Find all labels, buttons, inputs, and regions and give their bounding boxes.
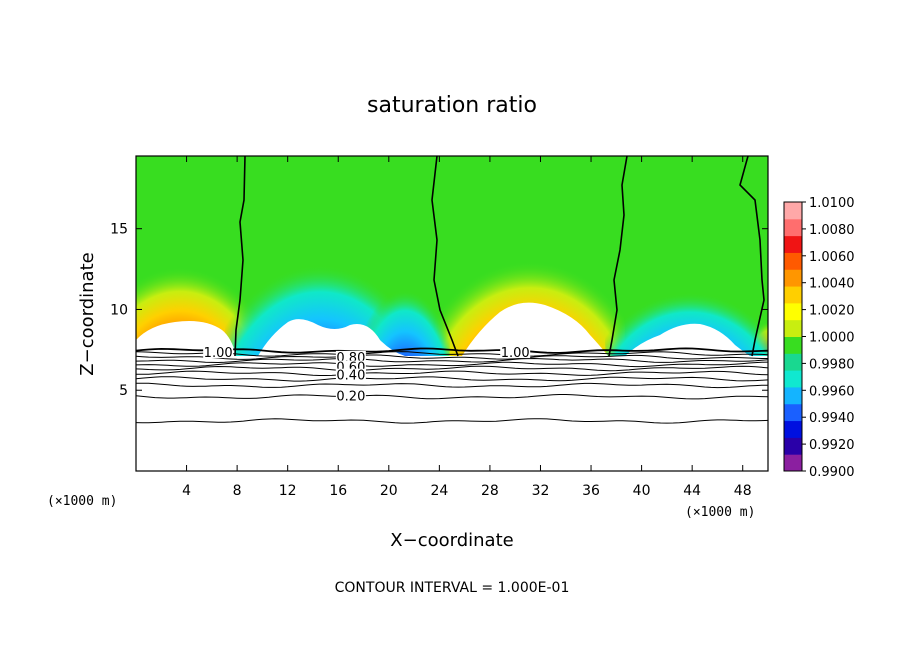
colorbar-swatch bbox=[784, 269, 802, 287]
colorbar-swatch bbox=[784, 403, 802, 422]
x-tick-label: 48 bbox=[734, 483, 752, 499]
colorbar-swatch bbox=[784, 454, 802, 472]
unity-contour-line-1 bbox=[234, 156, 246, 357]
x-axis-ticks: 4 8 12 16 20 24 28 32 36 40 44 48 bbox=[182, 156, 752, 499]
x-tick-label: 16 bbox=[329, 483, 347, 499]
x-tick-label: 4 bbox=[182, 483, 191, 499]
colorbar-swatch bbox=[784, 302, 802, 321]
colorbar-label: 1.0020 bbox=[809, 304, 855, 319]
contour-label: 1.00 bbox=[204, 346, 233, 361]
colorbar-swatch bbox=[784, 386, 802, 405]
masked-region-right bbox=[625, 323, 750, 356]
colorbar-label: 0.9980 bbox=[809, 357, 855, 372]
y-tick-label: 15 bbox=[110, 222, 128, 238]
colorbar-label: 1.0080 bbox=[809, 223, 855, 238]
contour-line bbox=[136, 418, 768, 424]
contour-line bbox=[136, 354, 768, 360]
colorbar-label: 1.0060 bbox=[809, 250, 855, 265]
x-unit-right: (×1000 m) bbox=[685, 505, 755, 520]
contour-label-bg bbox=[203, 346, 234, 359]
contour-line bbox=[136, 357, 768, 364]
x-tick-label: 24 bbox=[430, 483, 448, 499]
colorbar-label: 1.0000 bbox=[809, 331, 855, 346]
contour-line bbox=[136, 394, 768, 400]
lower-contour-lines bbox=[136, 347, 768, 424]
x-tick-label: 28 bbox=[481, 483, 499, 499]
contour-labels: 1.00 1.000.800.600.400.20 bbox=[203, 346, 531, 405]
plot-frame bbox=[135, 155, 769, 472]
x-tick-label: 20 bbox=[380, 483, 398, 499]
colorbar-label: 0.9920 bbox=[809, 438, 855, 453]
colorbar-swatch bbox=[784, 370, 802, 388]
x-tick-label: 44 bbox=[683, 483, 701, 499]
contour-line bbox=[136, 365, 768, 372]
masked-region-center bbox=[462, 302, 608, 356]
unity-contour-line-2 bbox=[431, 156, 459, 357]
contour-line bbox=[136, 376, 768, 382]
colorbar-label: 1.0100 bbox=[809, 196, 855, 211]
contour-interval-note: CONTOUR INTERVAL = 1.000E-01 bbox=[335, 580, 570, 596]
colorbar bbox=[783, 201, 803, 472]
colorbar-swatch bbox=[784, 353, 802, 371]
masked-region-cool-left bbox=[258, 319, 405, 356]
plot-area: 1.00 1.000.800.600.400.20 bbox=[136, 156, 768, 471]
contour-line bbox=[136, 351, 768, 357]
unity-contour-line-3 bbox=[608, 156, 628, 357]
unity-contour-lines bbox=[234, 156, 765, 357]
colorbar-label: 0.9940 bbox=[809, 411, 855, 426]
y-tick-label: 5 bbox=[119, 383, 128, 399]
chart-title: saturation ratio bbox=[367, 93, 537, 118]
colorbar-swatch bbox=[784, 252, 802, 270]
contour-line bbox=[136, 370, 768, 376]
x-tick-label: 36 bbox=[582, 483, 600, 499]
x-tick-label: 32 bbox=[532, 483, 550, 499]
colorbar-swatch bbox=[784, 336, 802, 354]
colorbar-swatch bbox=[784, 286, 802, 304]
colorbar-swatch bbox=[784, 202, 802, 220]
colorbar-swatch bbox=[784, 437, 802, 455]
x-tick-label: 40 bbox=[633, 483, 651, 499]
masked-region-lower bbox=[136, 356, 768, 471]
contour-label: 1.00 bbox=[501, 346, 530, 361]
colorbar-swatch bbox=[784, 319, 802, 337]
contour-label-bg bbox=[500, 346, 531, 359]
colorbar-label: 0.9960 bbox=[809, 384, 855, 399]
contour-label-bg bbox=[335, 350, 366, 363]
colorbar-label: 0.9900 bbox=[809, 465, 855, 480]
x-tick-label: 12 bbox=[279, 483, 297, 499]
contour-line bbox=[136, 382, 768, 389]
x-axis-label: X−coordinate bbox=[390, 530, 513, 551]
y-axis-label: Z−coordinate bbox=[77, 252, 98, 375]
contour-label: 0.20 bbox=[336, 390, 365, 405]
x-tick-label: 8 bbox=[233, 483, 242, 499]
colorbar-swatch bbox=[784, 235, 802, 253]
unity-contour-line-4 bbox=[739, 156, 765, 357]
colorbar-swatch bbox=[784, 218, 802, 237]
colorbar-swatch bbox=[784, 420, 802, 438]
contour-line bbox=[136, 361, 768, 368]
contour-label-bg bbox=[335, 389, 366, 402]
colorbar-labels: 1.0100 1.0080 1.0060 1.0040 1.0020 1.0000 0.99… bbox=[802, 196, 855, 480]
y-axis-ticks: 5 10 15 bbox=[110, 222, 768, 399]
contour-line bbox=[136, 347, 768, 354]
contour-label: 0.40 bbox=[336, 369, 365, 384]
contour-label-bg bbox=[335, 368, 366, 381]
y-tick-label: 10 bbox=[110, 302, 128, 318]
colorbar-label: 1.0040 bbox=[809, 277, 855, 292]
x-unit-left: (×1000 m) bbox=[47, 494, 117, 509]
